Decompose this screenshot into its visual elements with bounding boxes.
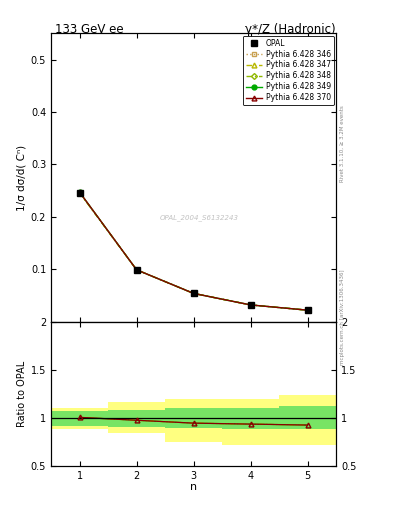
Legend: OPAL, Pythia 6.428 346, Pythia 6.428 347, Pythia 6.428 348, Pythia 6.428 349, Py: OPAL, Pythia 6.428 346, Pythia 6.428 347…: [242, 35, 334, 105]
Text: 133 GeV ee: 133 GeV ee: [55, 23, 124, 36]
Y-axis label: Ratio to OPAL: Ratio to OPAL: [17, 360, 27, 427]
Y-axis label: 1/σ dσ/d( Cⁿ): 1/σ dσ/d( Cⁿ): [17, 144, 27, 210]
Text: Rivet 3.1.10, ≥ 3.2M events: Rivet 3.1.10, ≥ 3.2M events: [340, 105, 345, 182]
Text: γ*/Z (Hadronic): γ*/Z (Hadronic): [245, 23, 336, 36]
X-axis label: n: n: [190, 482, 197, 492]
Text: OPAL_2004_S6132243: OPAL_2004_S6132243: [160, 215, 239, 221]
Text: mcplots.cern.ch [arXiv:1306.3436]: mcplots.cern.ch [arXiv:1306.3436]: [340, 270, 345, 365]
